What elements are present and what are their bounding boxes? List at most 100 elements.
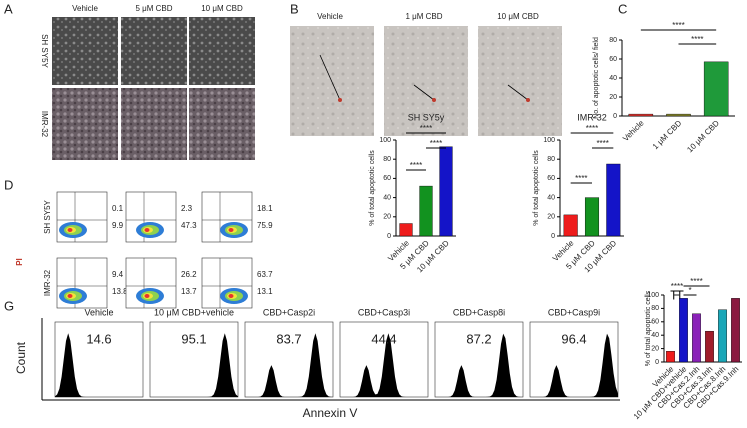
histogram (530, 333, 618, 397)
column-title: Vehicle (72, 4, 98, 13)
x-tick-label: Vehicle (621, 118, 646, 143)
histogram-title: CBD+Casp2i (263, 307, 315, 317)
cloud (144, 294, 150, 298)
column-title: 10 μM CBD (201, 4, 243, 13)
y-tick-label: 0 (387, 233, 391, 240)
panel-label: G (4, 298, 14, 313)
quadrant-value: 2.3 (181, 204, 193, 213)
y-tick-label: 40 (547, 194, 555, 201)
y-axis-label: % of total apoptotic cells (533, 150, 540, 226)
bar (399, 223, 413, 237)
quadrant-value: 13.7 (181, 287, 197, 296)
bar (718, 309, 727, 363)
histogram-value: 96.4 (561, 331, 586, 346)
micrograph (52, 17, 118, 85)
y-tick-label: 100 (543, 137, 555, 144)
histogram-value: 14.6 (86, 331, 111, 346)
column-title: 1 μM CBD (405, 12, 442, 21)
bar (703, 61, 729, 117)
arrow (507, 84, 529, 101)
histogram-value: 87.2 (466, 331, 491, 346)
y-tick-label: 0 (551, 233, 555, 240)
arrow (413, 84, 435, 101)
quadrant-value: 63.7 (257, 270, 273, 279)
y-tick-label: 20 (547, 214, 555, 221)
quadrant-value: 13.8 (112, 287, 128, 296)
cell (526, 98, 530, 102)
y-tick-label: 20 (383, 214, 391, 221)
histogram (150, 333, 238, 397)
significance: **** (596, 139, 608, 148)
cloud (67, 228, 73, 232)
row-label: IMR-32 (40, 111, 49, 138)
y-tick-label: 20 (651, 345, 659, 352)
x-tick-label: 10 μM CBD (685, 118, 721, 154)
histogram-title: Vehicle (84, 307, 113, 317)
histogram (55, 333, 143, 397)
y-tick-label: 40 (651, 332, 659, 339)
micrograph (384, 26, 468, 136)
quadrant-value: 26.2 (181, 270, 197, 279)
y-axis-label: % of total apoptotic cells (645, 290, 652, 366)
histogram-value: 83.7 (276, 331, 301, 346)
quadrant-value: 0.1 (112, 204, 124, 213)
histogram-value: 44.4 (371, 331, 396, 346)
significance: **** (672, 21, 684, 30)
bar (666, 351, 675, 363)
significance: **** (690, 277, 702, 286)
bar (628, 113, 654, 117)
chart-title: IMR-32 (577, 112, 607, 122)
cell (338, 98, 342, 102)
y-tick-label: 60 (609, 56, 617, 63)
axis-label: Count (14, 341, 28, 374)
histogram-value: 95.1 (181, 331, 206, 346)
bar (731, 298, 740, 363)
significance: * (688, 286, 691, 295)
bar (666, 113, 691, 117)
micrograph (189, 17, 255, 85)
y-tick-label: 40 (609, 75, 617, 82)
histogram-title: 10 μM CBD+vehicle (154, 307, 234, 317)
column-title: 10 μM CBD (497, 12, 539, 21)
y-tick-label: 80 (547, 156, 555, 163)
y-tick-label: 80 (609, 37, 617, 44)
chart-title: SH SY5y (408, 112, 445, 122)
bar (692, 313, 701, 363)
row-label: SH SY5Y (40, 34, 49, 68)
y-tick-label: 60 (547, 175, 555, 182)
y-axis-label: No. of apoptotic cells/ field (593, 37, 600, 119)
significance: **** (410, 161, 422, 170)
row-label: SH SY5Y (43, 199, 52, 233)
axis-label: Annexin V (303, 406, 358, 420)
y-tick-label: 40 (383, 194, 391, 201)
y-tick-label: 0 (655, 359, 659, 366)
significance: **** (671, 282, 683, 291)
quadrant-value: 9.4 (112, 270, 124, 279)
cloud (228, 228, 234, 232)
panel-label: C (618, 1, 627, 16)
y-tick-label: 100 (379, 137, 391, 144)
row-label: IMR-32 (43, 269, 52, 296)
bar (679, 298, 688, 363)
significance: **** (430, 139, 442, 148)
y-tick-label: 20 (609, 94, 617, 101)
column-title: Vehicle (317, 12, 343, 21)
quadrant-value: 18.1 (257, 204, 273, 213)
panel-label: D (4, 177, 13, 192)
histogram (435, 333, 523, 397)
y-tick-label: 100 (647, 292, 659, 299)
quadrant-value: 47.3 (181, 221, 197, 230)
histogram (340, 333, 428, 397)
panel-label: H (672, 287, 681, 302)
panel-label: A (4, 1, 13, 16)
micrograph (478, 26, 562, 136)
significance: **** (691, 35, 703, 44)
micrograph (52, 88, 118, 160)
y-tick-label: 80 (383, 156, 391, 163)
micrograph (121, 88, 187, 160)
cell (432, 98, 436, 102)
quadrant-value: 9.9 (112, 221, 124, 230)
histogram-title: CBD+Casp9i (548, 307, 600, 317)
y-tick-label: 60 (651, 319, 659, 326)
